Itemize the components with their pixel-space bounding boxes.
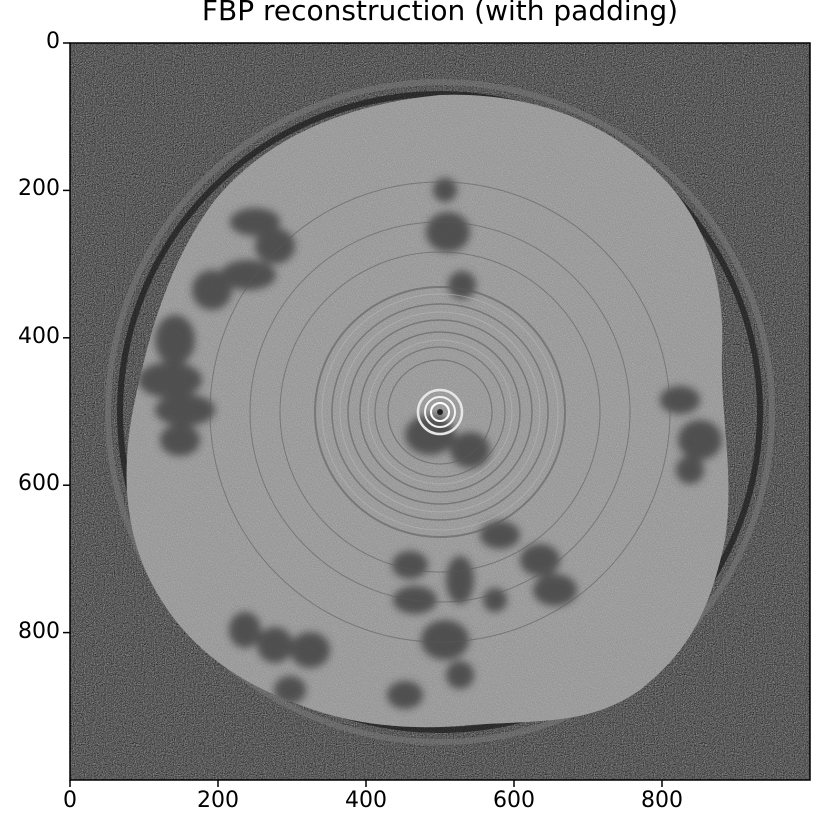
y-tick-label: 800 xyxy=(18,618,60,644)
y-tick-label: 0 xyxy=(46,29,60,54)
x-tick-label: 800 xyxy=(641,788,683,813)
tick-marks xyxy=(63,42,663,787)
y-tick-label: 400 xyxy=(18,323,60,349)
x-tick-label: 400 xyxy=(345,788,387,813)
x-tick-label: 0 xyxy=(63,788,77,813)
reconstruction-image xyxy=(70,43,810,780)
y-tick-label: 600 xyxy=(18,471,60,497)
x-tick-label: 600 xyxy=(493,788,535,813)
x-tick-label: 200 xyxy=(197,788,239,813)
y-tick-label: 200 xyxy=(18,176,60,202)
plot-title: FBP reconstruction (with padding) xyxy=(201,0,679,27)
axes-frame xyxy=(69,42,811,781)
